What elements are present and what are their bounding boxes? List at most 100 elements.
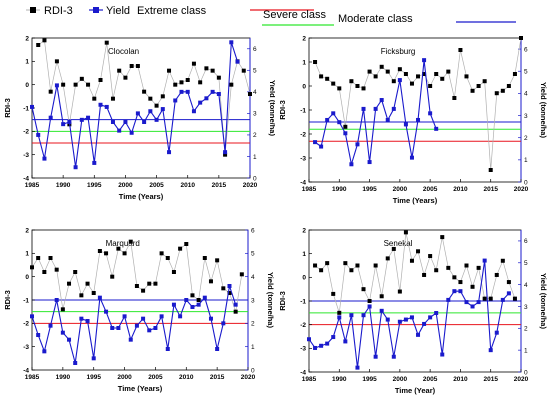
yield-point xyxy=(208,316,213,321)
y-left-tick-label: -3 xyxy=(300,346,306,353)
yield-point xyxy=(128,337,133,342)
rdi3-point xyxy=(61,82,66,87)
yield-point xyxy=(48,115,53,120)
rdi3-point xyxy=(178,246,183,251)
yield-series-line xyxy=(31,42,239,168)
y-left-tick-label: -4 xyxy=(300,369,306,376)
rdi3-point xyxy=(36,43,41,47)
y-right-axis-title: Yield (tonne/ha) xyxy=(539,273,548,329)
yield-point xyxy=(61,122,66,127)
yield-point xyxy=(85,319,90,323)
rdi3-point xyxy=(91,291,96,295)
yield-point xyxy=(117,128,122,133)
y-left-axis-title: RDI-3 xyxy=(278,100,287,120)
yield-point xyxy=(313,140,318,145)
rdi3-point xyxy=(379,64,384,69)
yield-point xyxy=(379,98,384,103)
yield-point xyxy=(385,317,390,322)
y-right-tick-label: 2 xyxy=(253,132,257,139)
yield-point xyxy=(488,348,493,353)
yield-point xyxy=(355,142,360,147)
y-right-tick-label: 2 xyxy=(251,321,255,328)
rdi3-point xyxy=(241,68,246,73)
rdi3-point xyxy=(190,293,195,298)
rdi3-point xyxy=(476,265,481,270)
x-tick-label: 1995 xyxy=(87,182,102,189)
yield-point xyxy=(67,120,72,124)
x-tick-label: 2005 xyxy=(423,186,438,193)
x-tick-label: 1985 xyxy=(302,376,317,383)
plot-frame xyxy=(31,37,251,179)
yield-point xyxy=(123,120,128,124)
chart-ficksburg: 1985 1990 1995 2000 2005 2010 2015 2020-4-3-2-1… xyxy=(278,35,548,205)
x-tick-label: 2015 xyxy=(210,374,225,381)
yield-point xyxy=(160,107,165,112)
rdi3-point xyxy=(54,267,59,272)
y-left-tick-label: 1 xyxy=(302,59,306,66)
rdi3-point xyxy=(500,258,505,263)
rdi3-point xyxy=(482,296,487,301)
yield-point xyxy=(373,354,378,359)
rdi3-point xyxy=(416,74,421,79)
rdi3-series-line xyxy=(38,39,251,155)
rdi3-point xyxy=(60,307,65,312)
yield-point xyxy=(409,155,414,160)
yield-point xyxy=(184,298,189,302)
yield-point xyxy=(79,117,84,122)
rdi3-point xyxy=(464,74,469,79)
yield-point xyxy=(391,106,396,111)
yield-point xyxy=(86,115,91,120)
y-left-tick-label: 2 xyxy=(25,227,29,234)
rdi3-point xyxy=(79,76,84,81)
y-right-tick-label: 4 xyxy=(524,91,528,98)
rdi3-point xyxy=(446,69,451,74)
rdi3-point xyxy=(488,296,493,301)
rdi3-point xyxy=(337,86,342,91)
rdi3-point xyxy=(428,84,433,88)
yield-point xyxy=(221,321,226,326)
rdi3-point xyxy=(349,79,354,84)
legend-label-yield: Yield xyxy=(106,5,130,17)
rdi3-point xyxy=(173,82,178,87)
rdi3-point xyxy=(494,91,499,96)
rdi3-point xyxy=(147,281,152,286)
yield-point xyxy=(110,326,115,330)
rdi3-point xyxy=(403,230,408,235)
yield-point xyxy=(97,295,102,300)
rdi3-point xyxy=(519,36,523,40)
x-axis-title: Time (Years) xyxy=(119,192,164,201)
yield-point xyxy=(367,304,372,309)
rdi3-point xyxy=(204,66,209,71)
rdi3-point xyxy=(198,80,203,85)
yield-point xyxy=(416,117,421,122)
rdi3-point xyxy=(422,72,427,76)
yield-point xyxy=(122,314,127,319)
rdi3-point xyxy=(142,89,147,94)
rdi3-point xyxy=(134,284,139,288)
rdi3-point xyxy=(92,96,97,101)
rdi3-point xyxy=(512,72,517,76)
yield-point xyxy=(159,314,164,319)
y-left-tick-label: -3 xyxy=(23,152,29,159)
x-tick-label: 2010 xyxy=(453,376,468,383)
yield-point xyxy=(147,328,152,333)
legend-rdi-marker xyxy=(30,7,36,13)
y-right-tick-label: 2 xyxy=(524,135,528,142)
rdi3-point xyxy=(331,291,336,296)
x-tick-label: 1990 xyxy=(332,186,347,193)
yield-point xyxy=(148,109,153,114)
y-left-tick-label: 1 xyxy=(25,59,29,66)
x-tick-label: 2000 xyxy=(118,182,133,189)
yield-point xyxy=(198,100,203,105)
rdi3-point xyxy=(367,69,372,74)
rdi3-point xyxy=(73,82,78,87)
yield-point xyxy=(235,59,240,64)
rdi3-point xyxy=(86,82,91,87)
yield-point xyxy=(313,345,318,350)
rdi3-point xyxy=(216,75,221,80)
yield-point xyxy=(337,315,342,320)
y-right-axis-title: Yield (tonne/ha) xyxy=(539,82,548,138)
yield-point xyxy=(379,308,384,313)
y-right-tick-label: 1 xyxy=(251,344,255,351)
yield-point xyxy=(307,337,311,342)
